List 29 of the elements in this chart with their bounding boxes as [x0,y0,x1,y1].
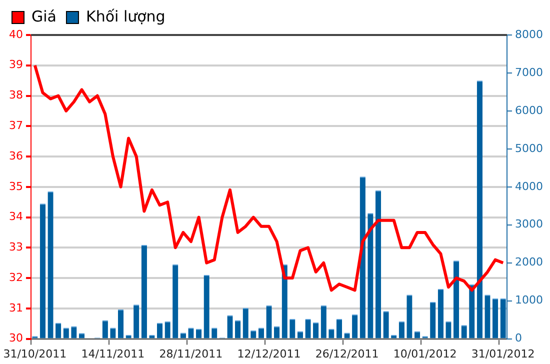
legend-label: Giá [32,7,56,26]
y2-tick-label: 7000 [515,66,544,79]
x-tick-label: 12/12/2011 [237,347,301,360]
x-tick-label: 31/10/2011 [3,347,67,360]
y-tick-label: 33 [9,240,24,254]
y2-tick-label: 4000 [515,180,544,193]
x-tick-label: 14/11/2011 [81,347,145,360]
y-tick-label: 40 [9,28,24,41]
legend-label: Khối lượng [86,7,166,26]
y-tick-label: 31 [9,301,24,314]
y2-tick-label: 2000 [515,256,544,269]
x-tick-label: 26/12/2011 [315,347,379,360]
y-tick-label: 35 [9,180,24,193]
y2-tick-label: 1000 [515,294,544,307]
y2-tick-label: 0 [515,332,522,345]
y2-tick-label: 5000 [515,142,544,155]
y2-tick-label: 8000 [515,28,544,41]
y2-tick-label: 3000 [515,218,544,231]
y-tick-label: 39 [9,58,24,72]
y-tick-label: 37 [9,119,24,132]
y-tick-label: 30 [9,332,24,345]
x-tick-label: 31/01/2012 [471,347,535,360]
y-tick-label: 38 [9,88,24,102]
x-tick-label: 10/01/2012 [393,347,457,360]
y2-tick-label: 6000 [515,104,544,117]
y-tick-label: 36 [9,149,24,162]
y-tick-label: 32 [9,270,24,284]
x-tick-label: 28/11/2011 [159,347,223,360]
y-tick-label: 34 [9,210,24,224]
